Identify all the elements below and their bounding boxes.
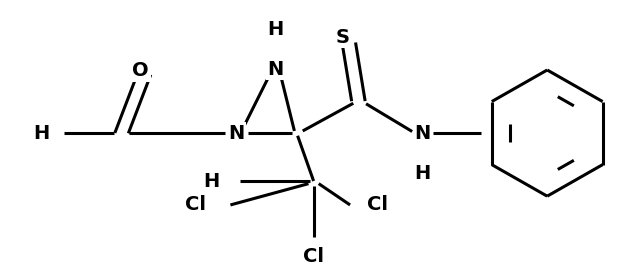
Text: H: H xyxy=(204,171,220,191)
Text: O: O xyxy=(132,61,149,80)
Text: Cl: Cl xyxy=(367,195,388,214)
Text: H: H xyxy=(33,124,49,143)
Text: N: N xyxy=(267,60,284,79)
Text: Cl: Cl xyxy=(185,195,206,214)
Text: Cl: Cl xyxy=(303,247,324,266)
Text: H: H xyxy=(414,164,431,183)
Text: H: H xyxy=(267,20,284,39)
Text: N: N xyxy=(414,124,431,143)
Text: N: N xyxy=(228,124,245,143)
Text: S: S xyxy=(335,28,349,47)
